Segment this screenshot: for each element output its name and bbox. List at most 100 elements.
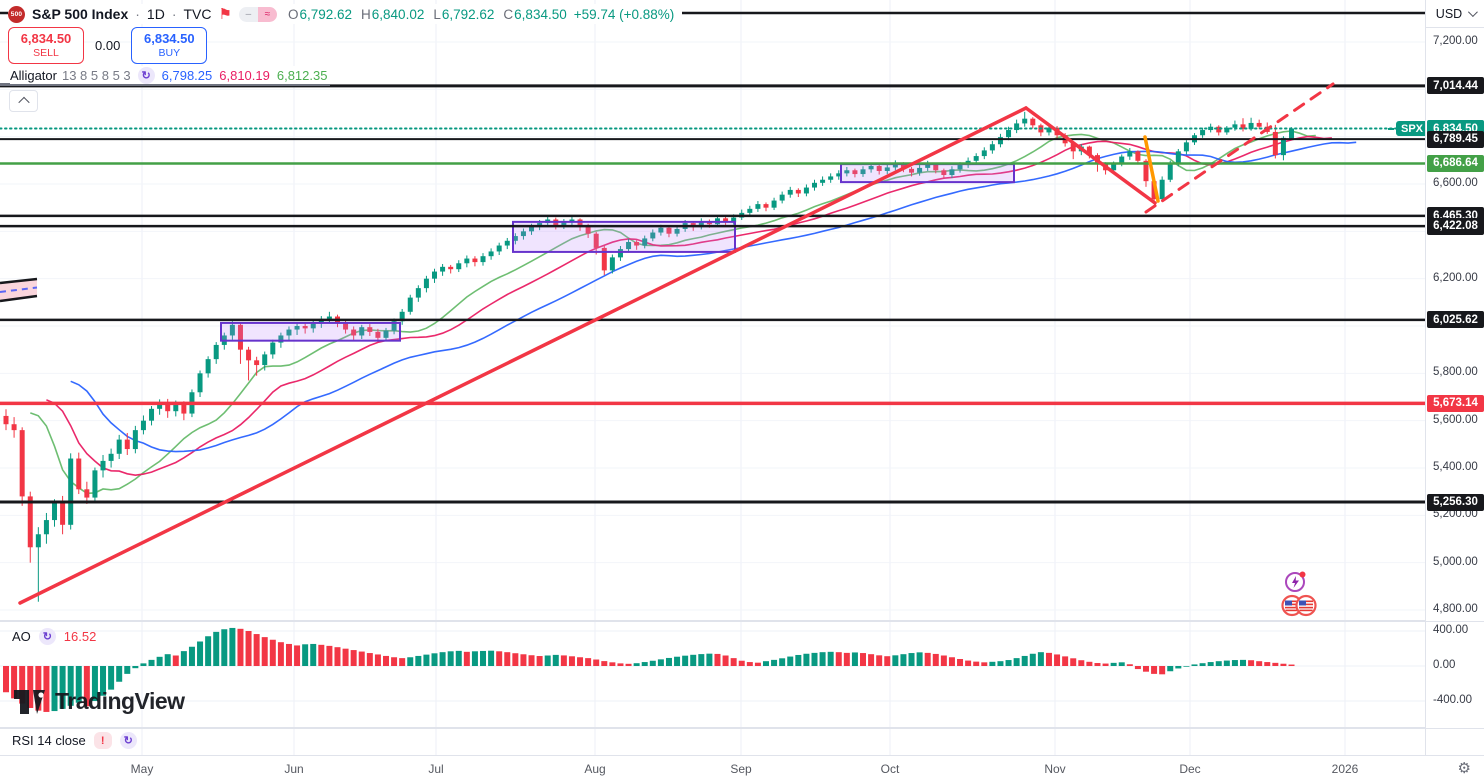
price-tick: 7,200.00 — [1433, 35, 1478, 47]
chevron-up-icon — [17, 96, 30, 109]
sell-label: SELL — [33, 46, 59, 59]
symbol-logo: 500 — [8, 5, 25, 23]
time-axis[interactable]: ⚙ May Jun Jul Aug Sep Oct Nov Dec 2026 — [0, 755, 1484, 781]
price-tick: 5,600.00 — [1433, 413, 1478, 426]
warning-icon[interactable]: ! — [93, 732, 112, 749]
ao-histogram — [3, 627, 1295, 712]
spx-line-dash — [1388, 128, 1394, 130]
sell-button[interactable]: 6,834.50 SELL — [8, 27, 84, 64]
ao-tick: -400.00 — [1433, 694, 1473, 706]
gear-icon[interactable]: ⚙ — [1457, 760, 1471, 777]
indicator-name[interactable]: Alligator — [10, 67, 57, 83]
time-label: Jun — [284, 762, 304, 776]
alligator-teeth-value: 6,810.19 — [219, 67, 270, 83]
consolidation-box — [840, 163, 1015, 184]
ao-tick: 0.00 — [1433, 659, 1456, 671]
legend-separator: · — [135, 6, 140, 22]
collapse-legend-button[interactable] — [9, 90, 38, 112]
price-tick: 5,800.00 — [1433, 366, 1478, 379]
interval-label[interactable]: 1D — [146, 6, 165, 22]
low-value: 6,792.62 — [441, 6, 495, 22]
change-value: +59.74 (+0.88%) — [573, 6, 675, 22]
pane-separator — [1426, 621, 1484, 622]
time-label: Jul — [428, 762, 444, 776]
consolidation-box — [220, 321, 401, 342]
time-label: Oct — [880, 762, 900, 776]
time-label: Aug — [584, 762, 606, 776]
alligator-jaw-value: 6,798.25 — [161, 67, 213, 83]
trendline — [1024, 106, 1157, 205]
flag-icon[interactable]: ⚑ — [218, 5, 232, 23]
price-badge: 7,014.44 — [1427, 77, 1484, 95]
buy-button[interactable]: 6,834.50 BUY — [131, 27, 208, 64]
alligator-lips-value: 6,812.35 — [276, 67, 328, 83]
symbol-title[interactable]: S&P 500 Index — [32, 6, 129, 22]
approx-toggle-icon[interactable]: ≈ — [257, 6, 277, 22]
alligator-lips-line — [30, 130, 1316, 495]
rsi-label[interactable]: RSI 14 close — [12, 733, 86, 748]
event-alert-icon[interactable] — [1284, 570, 1307, 593]
sync-icon[interactable]: ↻ — [38, 628, 56, 645]
ao-label[interactable]: AO — [12, 629, 31, 644]
alligator-legend[interactable]: Alligator 13 8 5 8 5 3 ↻ 6,798.25 6,810.… — [10, 66, 336, 84]
sync-icon[interactable]: ↻ — [137, 66, 155, 84]
trendline — [18, 106, 1028, 605]
close-label: C — [503, 6, 514, 22]
chevron-down-icon — [1468, 7, 1479, 18]
price-tick: 5,200.00 — [1433, 508, 1478, 521]
price-badge: 5,673.14 — [1427, 394, 1484, 412]
legend-separator: · — [171, 6, 177, 22]
price-tick: 6,600.00 — [1433, 177, 1478, 189]
trendline — [1143, 135, 1160, 203]
price-badge: 6,686.64 — [1427, 154, 1484, 172]
time-label: Dec — [1179, 762, 1201, 776]
time-label: Sep — [730, 762, 752, 776]
indicator-params: 13 8 5 8 5 3 — [61, 67, 131, 83]
currency-selector[interactable]: USD — [1426, 0, 1484, 28]
price-tick: 5,000.00 — [1433, 555, 1478, 568]
price-axis[interactable]: USD 7,200.00 6,600.00 6,200.00 5,800.00 5,60… — [1425, 0, 1484, 755]
price-tick: 4,800.00 — [1433, 603, 1478, 615]
sync-icon[interactable]: ↻ — [119, 732, 137, 749]
trendline — [1144, 82, 1335, 214]
pane-separator — [1426, 728, 1484, 729]
rsi-legend[interactable]: RSI 14 close ! ↻ — [12, 732, 145, 749]
buy-label: BUY — [158, 46, 181, 59]
exchange-label[interactable]: TVC — [183, 6, 212, 22]
tradingview-logo-icon — [14, 690, 45, 714]
ao-legend[interactable]: AO ↻ 16.52 — [12, 628, 104, 645]
us-flags-event-icon[interactable] — [1281, 594, 1319, 617]
alligator-teeth-line — [46, 135, 1332, 477]
trade-buttons: 6,834.50 SELL 0.00 6,834.50 BUY — [8, 27, 215, 64]
price-badge: 6,422.08 — [1427, 217, 1484, 235]
minus-toggle-icon[interactable]: – — [238, 6, 258, 22]
spx-line-label: SPX — [1396, 121, 1429, 136]
currency-label: USD — [1435, 6, 1463, 21]
ao-tick: 400.00 — [1433, 624, 1469, 636]
time-label: May — [130, 762, 154, 776]
price-badge: 6,025.62 — [1427, 311, 1484, 329]
sell-price: 6,834.50 — [20, 31, 72, 46]
price-badge: 5,256.30 — [1427, 493, 1484, 511]
time-label: 2026 — [1331, 762, 1359, 776]
legend-toggle-pill[interactable]: – ≈ — [238, 6, 277, 22]
symbol-legend[interactable]: 500 S&P 500 Index · 1D · TVC ⚑ – ≈ O6,79… — [8, 4, 683, 24]
low-label: L — [433, 6, 441, 22]
grid — [0, 0, 1425, 755]
open-label: O — [287, 6, 299, 22]
price-tick: 6,200.00 — [1433, 271, 1478, 284]
watermark-text: TradingView — [55, 687, 185, 714]
high-value: 6,840.02 — [371, 6, 425, 22]
close-value: 6,834.50 — [514, 6, 567, 22]
price-badge: 6,789.45 — [1427, 130, 1484, 148]
candlestick-series — [3, 111, 1295, 602]
buy-price: 6,834.50 — [144, 31, 195, 46]
high-label: H — [361, 6, 371, 22]
open-value: 6,792.62 — [299, 6, 353, 22]
ohlc-readout: O6,792.62 H6,840.02 L6,792.62 C6,834.50 — [288, 7, 567, 22]
tradingview-watermark: TradingView — [14, 686, 185, 716]
time-label: Nov — [1044, 762, 1066, 776]
ao-value: 16.52 — [63, 629, 97, 644]
